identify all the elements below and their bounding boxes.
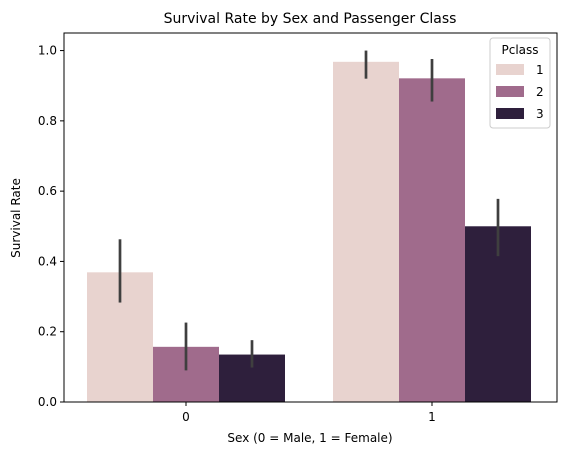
legend-frame [489, 37, 551, 129]
y-tick-label: 0.6 [38, 184, 57, 198]
y-tick-label: 0.8 [38, 114, 57, 128]
legend-swatch-pclass-2 [496, 86, 524, 97]
errorbars-layer [118, 50, 500, 371]
legend-swatch-pclass-3 [496, 108, 524, 119]
legend-title: Pclass [501, 43, 538, 57]
chart-title: Survival Rate by Sex and Passenger Class [164, 11, 457, 27]
y-axis-label: Survival Rate [9, 178, 23, 258]
legend: Pclass 1 2 3 [489, 37, 551, 129]
y-tick-label: 0.4 [38, 254, 57, 268]
legend-label-pclass-1: 1 [536, 63, 544, 77]
legend-swatch-pclass-1 [496, 64, 524, 75]
legend-label-pclass-3: 3 [536, 107, 544, 121]
bar-sex-1-pclass-1 [333, 61, 399, 403]
y-axis: 0.0 0.2 0.4 0.6 0.8 1.0 [38, 44, 64, 409]
y-tick-label: 1.0 [38, 44, 57, 58]
bars-layer [87, 61, 531, 403]
plot-frame [63, 32, 558, 403]
bar-sex-1-pclass-2 [399, 78, 465, 402]
x-tick-label: 1 [428, 410, 436, 424]
x-axis-label: Sex (0 = Male, 1 = Female) [227, 431, 392, 445]
y-tick-label: 0.0 [38, 395, 57, 409]
legend-label-pclass-2: 2 [536, 85, 544, 99]
y-tick-label: 0.2 [38, 325, 57, 339]
x-tick-label: 0 [182, 410, 190, 424]
